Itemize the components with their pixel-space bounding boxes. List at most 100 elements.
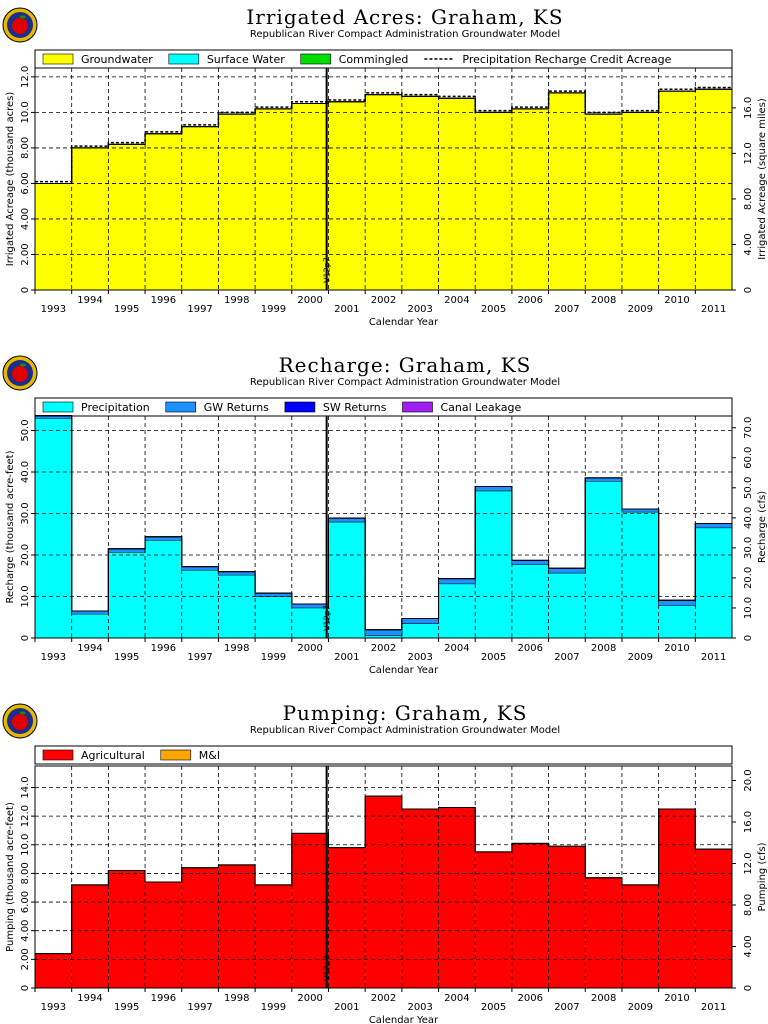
y2-tick-label: 50.0 xyxy=(743,477,754,499)
y-tick-label: 2.00 xyxy=(20,948,31,970)
y2-tick-label: 8.00 xyxy=(743,894,754,916)
y-tick-label: 8.00 xyxy=(20,862,31,884)
y-tick-label: 2.00 xyxy=(20,243,31,265)
model-version-label: V12p7 xyxy=(323,257,332,283)
x-tick-label: 1999 xyxy=(261,304,286,315)
x-tick-label: 2003 xyxy=(407,652,432,663)
x-tick-label: 2005 xyxy=(481,652,506,663)
legend-swatch xyxy=(168,53,200,65)
x-tick-label: 1994 xyxy=(77,993,102,1004)
bar-step xyxy=(621,511,659,638)
chart-title: Irrigated Acres: Graham, KS xyxy=(246,5,563,29)
series-agricultural xyxy=(35,795,732,988)
bar-step xyxy=(658,91,696,290)
bar-step xyxy=(365,635,402,638)
y-tick-label: 10.0 xyxy=(20,101,31,123)
grid-lines xyxy=(35,766,732,988)
bar-step xyxy=(585,481,622,638)
y2-tick-label: 0 xyxy=(743,635,754,641)
bar-step xyxy=(548,92,586,290)
bar-step xyxy=(218,864,256,988)
series-groundwater xyxy=(35,88,732,291)
y2-tick-label: 10.0 xyxy=(743,597,754,619)
x-tick-label: 2003 xyxy=(407,304,432,315)
bar-step xyxy=(328,101,366,290)
bar-step xyxy=(585,477,622,482)
bar-step xyxy=(548,572,586,638)
x-tick-label: 2002 xyxy=(371,295,396,306)
legend-swatch xyxy=(42,401,74,413)
bar-step xyxy=(328,518,366,522)
x-tick-label: 2004 xyxy=(444,295,469,306)
bar-step xyxy=(401,808,439,988)
legend-item: Agricultural xyxy=(42,749,145,762)
x-tick-label: 2008 xyxy=(591,993,616,1004)
bar-step xyxy=(621,508,659,512)
bar-step xyxy=(108,548,146,553)
y2-tick-label: 12.0 xyxy=(743,852,754,874)
y2-axis-label: Pumping (cfs) xyxy=(757,842,768,911)
legend-swatch xyxy=(160,749,192,761)
legend-item: Surface Water xyxy=(168,53,285,66)
legend-swatch xyxy=(284,401,316,413)
bar-step xyxy=(291,833,329,988)
bar-step xyxy=(475,112,512,291)
x-axis-label: Calendar Year xyxy=(369,317,439,328)
legend-label: M&I xyxy=(199,749,220,762)
agency-logo-icon xyxy=(2,703,38,739)
y-tick-label: 0 xyxy=(20,287,31,293)
bar-step xyxy=(71,611,109,614)
y2-tick-label: 70.0 xyxy=(743,417,754,439)
bar-step xyxy=(365,94,402,290)
bar-step xyxy=(218,574,256,638)
bar-step xyxy=(145,882,182,988)
x-tick-label: 2005 xyxy=(481,304,506,315)
y-tick-label: 20.0 xyxy=(20,544,31,566)
y-tick-label: 6.00 xyxy=(20,891,31,913)
model-version-label: V12p7 xyxy=(323,605,332,631)
legend-label: Surface Water xyxy=(207,53,285,66)
series-outline xyxy=(35,415,732,631)
bar-step xyxy=(108,552,146,638)
bar-step xyxy=(145,540,182,638)
legend-item: Precipitation xyxy=(42,401,150,414)
bar-step xyxy=(401,96,439,290)
y-tick-label: 40.0 xyxy=(20,461,31,483)
x-tick-label: 2005 xyxy=(481,1002,506,1013)
x-tick-label: 2009 xyxy=(628,1002,653,1013)
x-tick-label: 2007 xyxy=(554,304,579,315)
bar-step xyxy=(695,849,732,988)
x-tick-label: 2009 xyxy=(628,652,653,663)
legend-item: Precipitation Recharge Credit Acreage xyxy=(424,53,672,66)
bar-step xyxy=(621,112,659,291)
bar-step xyxy=(365,796,402,988)
bar-step xyxy=(695,89,732,290)
legend-item: Canal Leakage xyxy=(402,401,522,414)
bar-step xyxy=(35,418,72,638)
y2-tick-label: 20.0 xyxy=(743,567,754,589)
x-tick-label: 2009 xyxy=(628,304,653,315)
chart-title: Recharge: Graham, KS xyxy=(279,353,532,377)
x-tick-label: 2006 xyxy=(518,993,543,1004)
y2-axis-label: Recharge (cfs) xyxy=(757,491,768,563)
x-tick-label: 1993 xyxy=(41,652,66,663)
legend-swatch xyxy=(300,53,332,65)
chart-subtitle: Republican River Compact Administration … xyxy=(250,725,560,736)
y-tick-label: 14.0 xyxy=(20,776,31,798)
bar-step xyxy=(291,103,329,291)
agency-logo-icon xyxy=(2,7,38,43)
series-precip-recharge-credit xyxy=(35,86,732,183)
y-tick-label: 6.00 xyxy=(20,172,31,194)
plot-frame xyxy=(34,765,733,989)
x-tick-label: 2006 xyxy=(518,295,543,306)
series-precipitation xyxy=(35,417,732,638)
bar-step xyxy=(511,843,549,988)
bar-step xyxy=(181,126,219,290)
x-tick-label: 1995 xyxy=(114,304,139,315)
bar-step xyxy=(291,607,329,638)
y2-tick-label: 8.00 xyxy=(743,188,754,210)
bar-step xyxy=(511,564,549,638)
x-tick-label: 1998 xyxy=(224,295,249,306)
legend-item: SW Returns xyxy=(284,401,387,414)
series-outline xyxy=(35,795,732,955)
